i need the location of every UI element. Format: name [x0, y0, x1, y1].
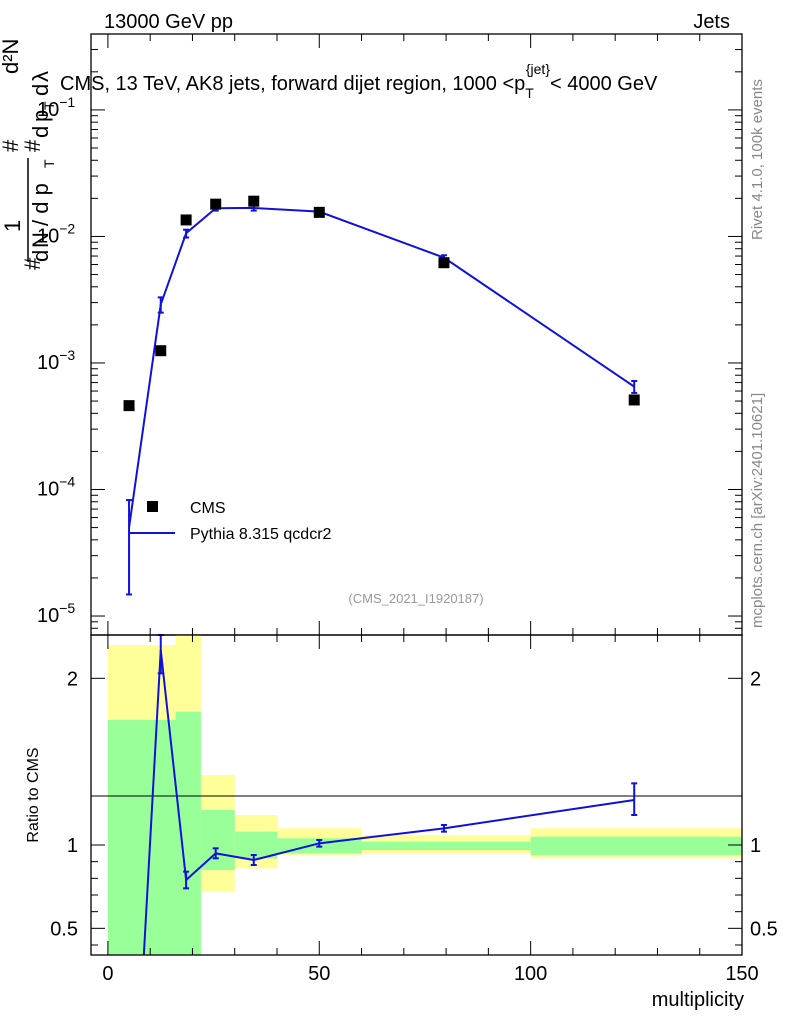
main-frame — [90, 33, 743, 636]
cms-point — [180, 214, 192, 226]
x-tick-label: 0 — [102, 963, 113, 985]
cms-point — [210, 198, 222, 210]
svg-text:d: d — [28, 126, 53, 138]
ratio-data — [142, 634, 638, 956]
ratio-band-inner — [175, 711, 201, 955]
ratio-panel: 0.5 0.5 1 1 2 2 0 50 100 150 Ratio to CMS multip… — [25, 634, 778, 1011]
y-axis-label: # d N / d p T 1 # d p T d λ # d²N — [0, 39, 57, 270]
cms-point — [313, 206, 325, 218]
svg-text:T: T — [41, 159, 57, 168]
x-axis-label: multiplicity — [652, 989, 744, 1011]
ratio-y-tick-label-right: 1 — [750, 835, 761, 857]
ratio-y-label: Ratio to CMS — [25, 747, 42, 842]
ratio-y-tick-label-right: 0.5 — [750, 918, 778, 940]
ratio-band-inner — [234, 831, 277, 859]
svg-text:N / d p: N / d p — [28, 183, 53, 248]
svg-text:d²N: d²N — [0, 39, 23, 74]
ratio-frame — [90, 634, 743, 956]
ratio-y-tick-label: 2 — [67, 668, 78, 690]
legend-label-pythia: Pythia 8.315 qcdcr2 — [190, 526, 332, 543]
cms-point — [155, 345, 167, 357]
ratio-y-tick-label: 0.5 — [50, 918, 78, 940]
ratio-band-inner — [107, 720, 176, 955]
svg-text:T: T — [41, 101, 57, 110]
cms-point — [123, 400, 135, 412]
analysis-watermark: (CMS_2021_I1920187) — [348, 591, 483, 606]
ratio-x-ticks: 0 50 100 150 — [102, 635, 759, 985]
y-tick-label: 10−2 — [37, 220, 75, 247]
cms-point — [438, 257, 450, 269]
cms-point — [628, 394, 640, 406]
ratio-bands — [107, 635, 742, 955]
svg-text:#: # — [20, 257, 45, 270]
svg-text:d: d — [28, 84, 53, 96]
y-tick-label: 10−3 — [37, 347, 75, 374]
legend: CMS Pythia 8.315 qcdcr2 — [130, 500, 332, 543]
svg-text:#: # — [0, 139, 23, 152]
x-tick-label: 100 — [514, 963, 547, 985]
header-left: 13000 GeV pp — [104, 11, 233, 33]
svg-text:λ: λ — [28, 71, 53, 82]
y-tick-label: 10−5 — [37, 600, 75, 627]
chart-title: CMS, 13 TeV, AK8 jets, forward dijet reg… — [60, 61, 658, 101]
main-x-ticks — [107, 34, 743, 635]
mc-line — [128, 206, 635, 528]
ratio-band-inner — [361, 841, 531, 850]
x-tick-label: 50 — [308, 963, 330, 985]
mcplots-label: mcplots.cern.ch [arXiv:2401.10621] — [749, 393, 766, 628]
main-y-ticks: 10−5 10−4 10−3 10−2 10−1 — [37, 49, 742, 629]
y-tick-label: 10−1 — [37, 94, 75, 121]
ratio-y-ticks: 0.5 0.5 1 1 2 2 — [50, 668, 778, 946]
ratio-band-inner — [200, 810, 235, 870]
ratio-y-tick-label-right: 2 — [750, 668, 761, 690]
y-tick-label: 10−4 — [37, 473, 75, 500]
svg-text:d: d — [28, 250, 53, 262]
ratio-band-inner — [530, 836, 742, 855]
main-panel: 10−5 10−4 10−3 10−2 10−1 CMS, 13 TeV, AK8 je… — [0, 33, 743, 636]
header-right: Jets — [693, 11, 730, 33]
svg-text:#: # — [20, 139, 45, 152]
ratio-y-tick-label: 1 — [67, 835, 78, 857]
rivet-label: Rivet 4.1.0, 100k events — [749, 79, 766, 240]
main-data — [123, 195, 640, 596]
ratio-line — [142, 649, 635, 956]
legend-marker-cms — [147, 501, 158, 512]
legend-label-cms: CMS — [190, 500, 226, 517]
svg-text:p: p — [28, 110, 53, 122]
svg-text:1: 1 — [0, 220, 25, 232]
cms-point — [248, 195, 260, 207]
x-tick-label: 150 — [725, 963, 758, 985]
